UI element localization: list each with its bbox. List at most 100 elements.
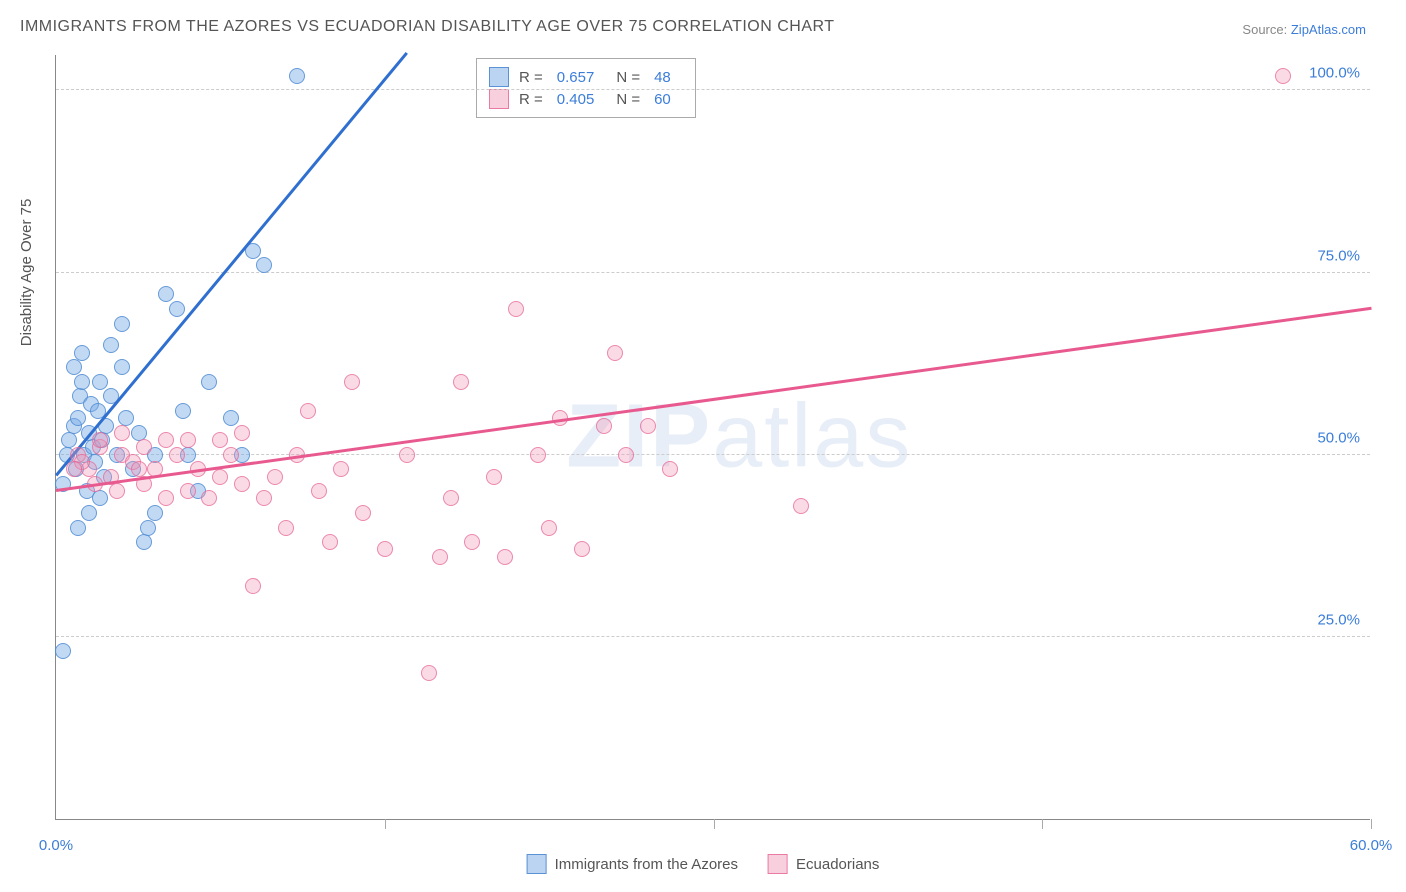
data-point (92, 490, 108, 506)
x-tick (1042, 819, 1043, 829)
data-point (530, 447, 546, 463)
data-point (662, 461, 678, 477)
data-point (147, 505, 163, 521)
bottom-legend-item-b: Ecuadorians (768, 854, 879, 874)
data-point (640, 418, 656, 434)
data-point (66, 461, 82, 477)
data-point (92, 374, 108, 390)
bottom-legend-label-a: Immigrants from the Azores (555, 856, 738, 873)
source-attribution: Source: ZipAtlas.com (1242, 22, 1366, 37)
data-point (136, 439, 152, 455)
data-point (344, 374, 360, 390)
x-tick-label: 60.0% (1350, 837, 1393, 854)
watermark: ZIPatlas (566, 386, 912, 489)
legend-n-label: N = (616, 69, 640, 86)
source-label: Source: (1242, 22, 1287, 37)
data-point (114, 316, 130, 332)
data-point (497, 549, 513, 565)
bottom-legend-label-b: Ecuadorians (796, 856, 879, 873)
data-point (169, 447, 185, 463)
data-point (136, 534, 152, 550)
data-point (55, 643, 71, 659)
data-point (289, 68, 305, 84)
bottom-legend-item-a: Immigrants from the Azores (527, 854, 738, 874)
gridline (56, 636, 1370, 637)
data-point (74, 345, 90, 361)
x-tick (1371, 819, 1372, 829)
bottom-legend: Immigrants from the Azores Ecuadorians (527, 854, 880, 874)
data-point (322, 534, 338, 550)
data-point (223, 447, 239, 463)
data-point (607, 345, 623, 361)
data-point (169, 301, 185, 317)
data-point (114, 425, 130, 441)
x-tick-label: 0.0% (39, 837, 73, 854)
data-point (300, 403, 316, 419)
data-point (443, 490, 459, 506)
x-tick (385, 819, 386, 829)
legend-n-value-a: 48 (654, 69, 671, 86)
data-point (66, 359, 82, 375)
data-point (201, 490, 217, 506)
legend-r-label: R = (519, 69, 543, 86)
data-point (61, 432, 77, 448)
y-axis-label: Disability Age Over 75 (18, 199, 35, 347)
data-point (223, 410, 239, 426)
data-point (432, 549, 448, 565)
data-point (180, 483, 196, 499)
data-point (212, 469, 228, 485)
data-point (140, 520, 156, 536)
legend-r-value-a: 0.657 (557, 69, 595, 86)
y-tick-label: 75.0% (1317, 247, 1360, 264)
legend-r-label: R = (519, 91, 543, 108)
data-point (180, 432, 196, 448)
source-link[interactable]: ZipAtlas.com (1291, 22, 1366, 37)
data-point (1275, 68, 1291, 84)
data-point (158, 432, 174, 448)
data-point (114, 359, 130, 375)
chart-title: IMMIGRANTS FROM THE AZORES VS ECUADORIAN… (20, 18, 835, 36)
legend-n-label: N = (616, 91, 640, 108)
y-tick-label: 50.0% (1317, 429, 1360, 446)
data-point (464, 534, 480, 550)
swatch-ecuadorians (489, 89, 509, 109)
swatch-azores (489, 67, 509, 87)
data-point (508, 301, 524, 317)
legend-row-b: R = 0.405 N = 60 (489, 89, 683, 109)
data-point (377, 541, 393, 557)
data-point (70, 520, 86, 536)
data-point (70, 410, 86, 426)
correlation-legend: R = 0.657 N = 48 R = 0.405 N = 60 (476, 58, 696, 118)
gridline (56, 272, 1370, 273)
data-point (453, 374, 469, 390)
data-point (234, 476, 250, 492)
data-point (574, 541, 590, 557)
data-point (175, 403, 191, 419)
data-point (355, 505, 371, 521)
data-point (103, 337, 119, 353)
data-point (278, 520, 294, 536)
data-point (793, 498, 809, 514)
data-point (596, 418, 612, 434)
data-point (399, 447, 415, 463)
data-point (131, 461, 147, 477)
legend-n-value-b: 60 (654, 91, 671, 108)
data-point (92, 432, 108, 448)
gridline (56, 454, 1370, 455)
trendline (56, 307, 1371, 492)
data-point (201, 374, 217, 390)
data-point (541, 520, 557, 536)
data-point (158, 286, 174, 302)
data-point (256, 257, 272, 273)
data-point (486, 469, 502, 485)
y-tick-label: 25.0% (1317, 611, 1360, 628)
swatch-azores (527, 854, 547, 874)
data-point (234, 425, 250, 441)
y-tick-label: 100.0% (1309, 65, 1360, 82)
legend-r-value-b: 0.405 (557, 91, 595, 108)
data-point (81, 505, 97, 521)
data-point (245, 578, 261, 594)
x-tick (714, 819, 715, 829)
plot-area: ZIPatlas R = 0.657 N = 48 R = 0.405 N = … (55, 55, 1370, 820)
data-point (212, 432, 228, 448)
